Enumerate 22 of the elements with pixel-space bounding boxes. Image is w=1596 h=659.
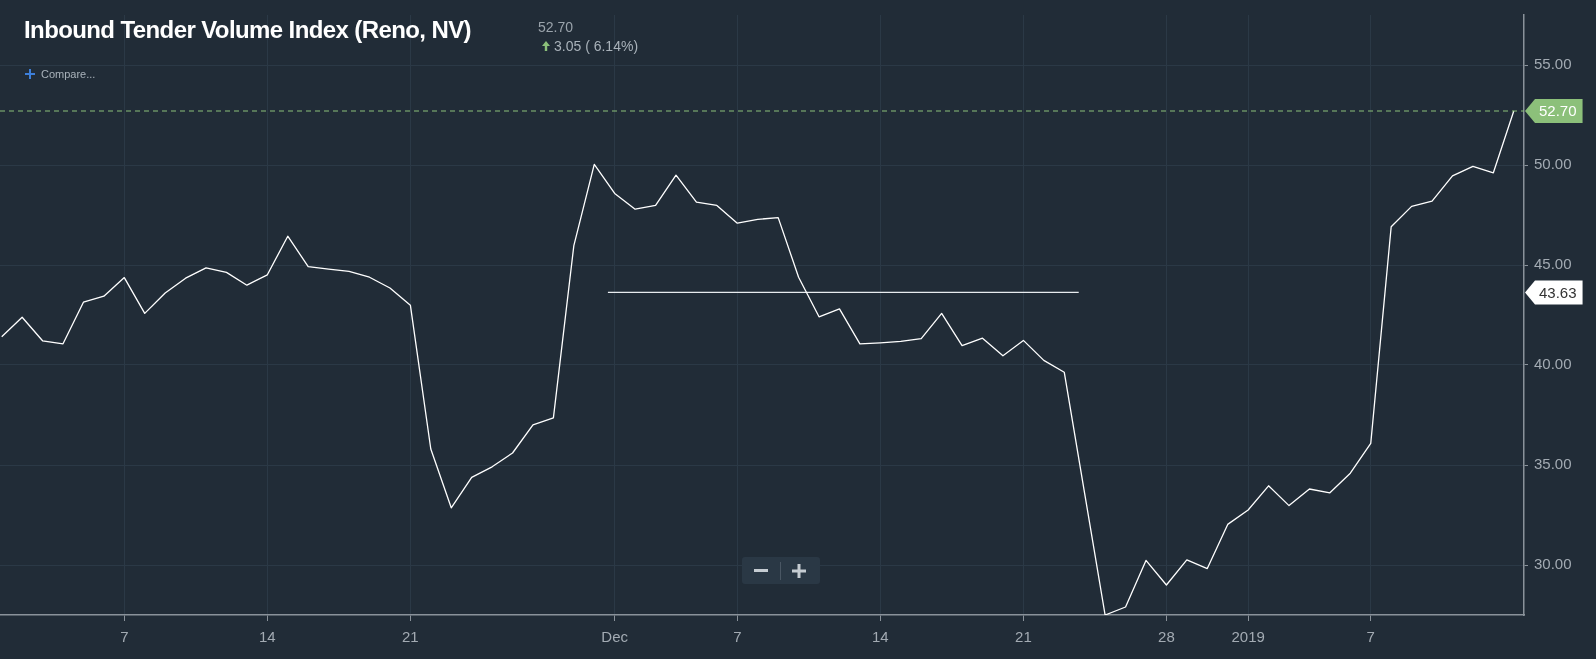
annotation: Compare...: [41, 68, 96, 80]
y-tick-label: 35.00: [1534, 455, 1572, 473]
y-tick-label: 50.00: [1534, 155, 1572, 173]
text: 43.63: [1539, 283, 1577, 301]
y-tick-label: 40.00: [1534, 355, 1572, 373]
chart-title: Inbound Tender Volume Index (Reno, NV): [24, 16, 471, 44]
chart-subtitle: 52.70: [538, 19, 574, 35]
y-tick-label: 45.00: [1534, 255, 1572, 273]
x-tick-label: 21: [1015, 628, 1032, 646]
x-tick-label: 7: [1366, 628, 1375, 646]
x-tick-label: 14: [258, 628, 276, 646]
x-tick-label: 7: [733, 628, 742, 646]
x-tick-label: 7: [120, 628, 129, 646]
x-tick-label: Dec: [601, 628, 629, 646]
y-tick-label: 55.00: [1534, 55, 1572, 73]
x-tick-label: 28: [1158, 628, 1175, 646]
ref-line-label: 52.70: [1539, 102, 1577, 120]
x-tick-label: 14: [872, 628, 889, 646]
y-tick-label: 30.00: [1534, 555, 1572, 573]
x-tick-label: 21: [402, 628, 419, 646]
x-tick-label: 2019: [1231, 628, 1265, 646]
annotation: 3.05 ( 6.14%): [554, 38, 639, 54]
